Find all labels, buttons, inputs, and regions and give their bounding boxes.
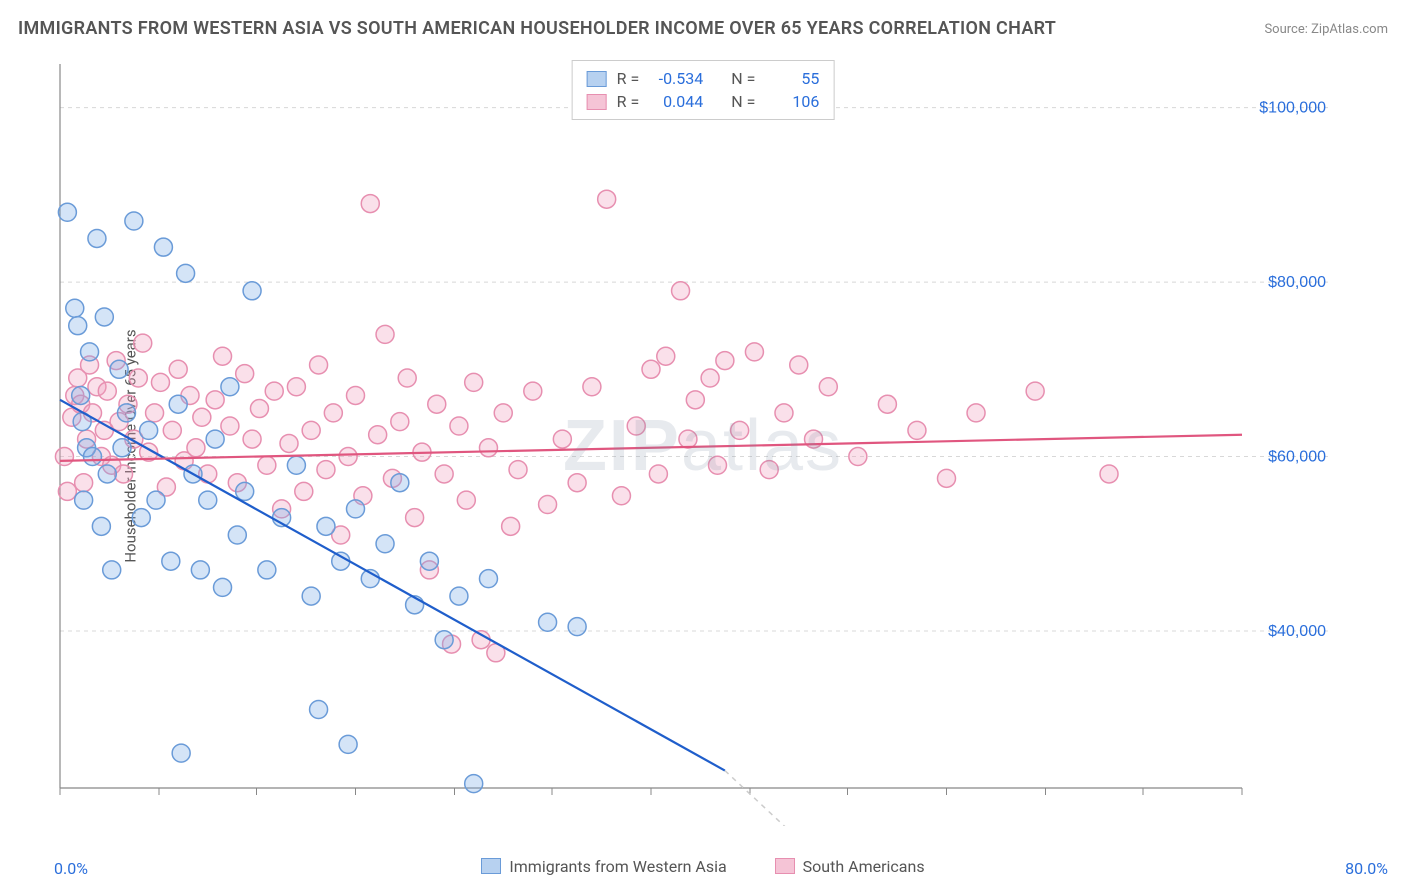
chart-title: IMMIGRANTS FROM WESTERN ASIA VS SOUTH AM… (18, 18, 1056, 39)
stats-row-series-2: R = 0.044 N = 106 (587, 90, 820, 113)
legend-item-series-1: Immigrants from Western Asia (481, 857, 726, 876)
r-value-series-2: 0.044 (649, 92, 703, 111)
r-label: R = (617, 69, 640, 88)
legend-swatch-series-1 (481, 858, 501, 874)
legend-label-series-1: Immigrants from Western Asia (509, 857, 726, 876)
source-attribution: Source: ZipAtlas.com (1264, 22, 1388, 37)
stats-row-series-1: R = -0.534 N = 55 (587, 67, 820, 90)
n-label: N = (731, 69, 755, 88)
scatter-plot: $40,000 $60,000 $80,000 $100,000 (52, 56, 1332, 826)
source-label: Source: (1264, 22, 1307, 37)
svg-text:$60,000: $60,000 (1268, 449, 1326, 466)
n-value-series-2: 106 (765, 92, 819, 111)
source-value: ZipAtlas.com (1311, 22, 1388, 37)
r-value-series-1: -0.534 (649, 69, 703, 88)
n-value-series-1: 55 (765, 69, 819, 88)
bottom-legend: Immigrants from Western Asia South Ameri… (0, 857, 1406, 879)
swatch-series-2 (587, 94, 607, 110)
legend-item-series-2: South Americans (775, 857, 925, 876)
n-label: N = (731, 92, 755, 111)
legend-label-series-2: South Americans (803, 857, 925, 876)
swatch-series-1 (587, 71, 607, 87)
svg-text:$100,000: $100,000 (1259, 100, 1326, 117)
svg-text:$40,000: $40,000 (1268, 623, 1326, 640)
r-label: R = (617, 92, 640, 111)
legend-swatch-series-2 (775, 858, 795, 874)
correlation-stats-box: R = -0.534 N = 55 R = 0.044 N = 106 (572, 60, 835, 120)
svg-text:$80,000: $80,000 (1268, 274, 1326, 291)
